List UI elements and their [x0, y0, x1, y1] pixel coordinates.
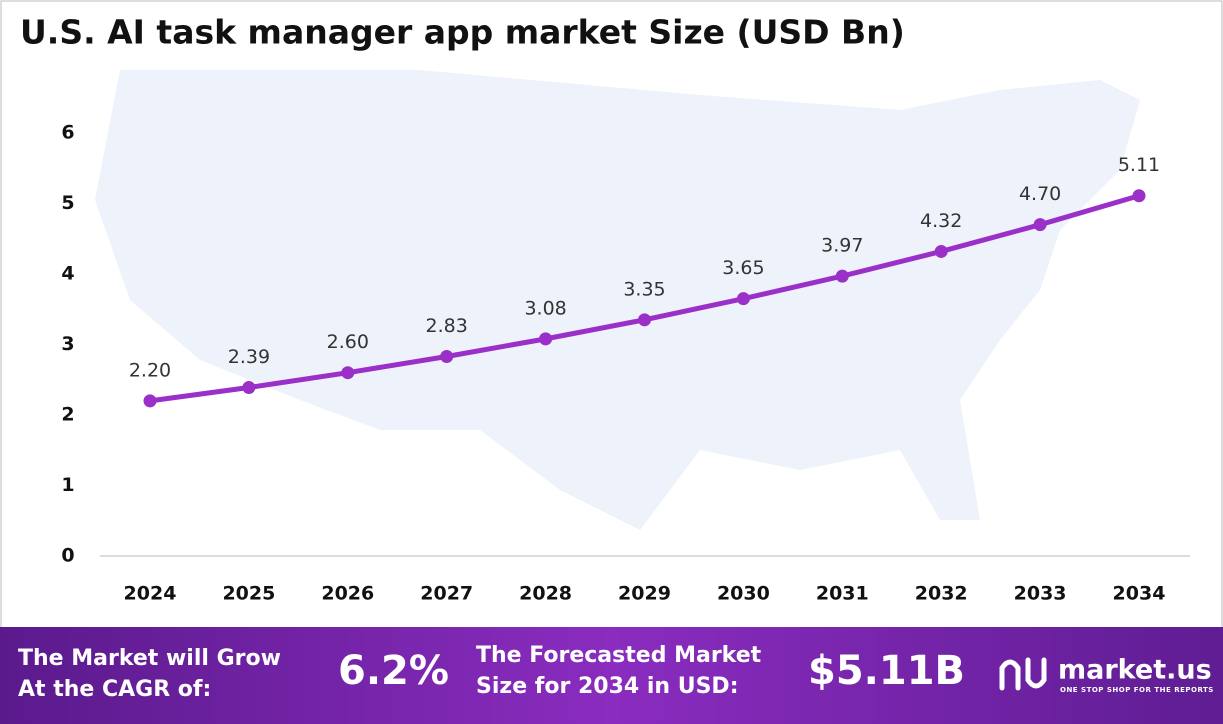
- data-point: [143, 394, 157, 408]
- data-point: [440, 349, 454, 363]
- data-label: 4.32: [920, 210, 962, 232]
- data-label: 2.20: [129, 359, 171, 381]
- data-point: [835, 269, 849, 283]
- data-label: 3.65: [722, 257, 764, 279]
- map-background: [95, 70, 1140, 530]
- x-tick-label: 2027: [420, 583, 473, 605]
- forecast-text: Size for 2034 in USD:: [476, 674, 739, 699]
- data-point: [934, 244, 948, 258]
- x-tick-label: 2025: [222, 583, 275, 605]
- data-label: 4.70: [1019, 183, 1061, 205]
- cagr-value: 6.2%: [338, 648, 449, 694]
- data-label: 5.11: [1118, 154, 1160, 176]
- data-point: [1033, 218, 1047, 232]
- data-label: 2.39: [228, 346, 270, 368]
- brand-name: market.us: [1058, 655, 1212, 686]
- data-point: [242, 381, 256, 395]
- data-point: [1132, 189, 1146, 203]
- data-point: [341, 366, 355, 380]
- data-label: 2.83: [426, 315, 468, 337]
- cagr-text: At the CAGR of:: [18, 677, 211, 702]
- data-label: 2.60: [327, 331, 369, 353]
- x-tick-label: 2032: [915, 583, 968, 605]
- data-label: 3.35: [623, 278, 665, 300]
- y-tick-label: 6: [61, 122, 74, 144]
- x-tick-label: 2028: [519, 583, 572, 605]
- brand-tagline: ONE STOP SHOP FOR THE REPORTS: [1060, 686, 1214, 694]
- cagr-text: The Market will Grow: [18, 646, 281, 671]
- y-tick-label: 3: [61, 333, 74, 355]
- y-tick-label: 0: [61, 545, 74, 567]
- data-point: [638, 313, 651, 327]
- x-tick-label: 2026: [321, 583, 374, 605]
- forecast-text: The Forecasted Market: [476, 643, 762, 668]
- x-tick-label: 2029: [618, 583, 671, 605]
- forecast-value: $5.11B: [808, 648, 965, 694]
- y-tick-label: 1: [61, 474, 74, 496]
- x-tick-label: 2024: [124, 583, 177, 605]
- brand-logo: [999, 657, 1047, 691]
- x-tick-label: 2033: [1014, 583, 1067, 605]
- y-tick-label: 2: [61, 404, 74, 426]
- data-point: [539, 332, 553, 346]
- data-label: 3.08: [524, 297, 566, 319]
- data-label: 3.97: [821, 235, 863, 257]
- x-tick-label: 2031: [816, 583, 869, 605]
- data-point: [736, 292, 750, 306]
- chart-title: U.S. AI task manager app market Size (US…: [20, 13, 905, 52]
- y-tick-label: 5: [61, 192, 74, 214]
- x-tick-label: 2034: [1113, 583, 1166, 605]
- y-tick-label: 4: [61, 263, 74, 285]
- x-tick-label: 2030: [717, 583, 770, 605]
